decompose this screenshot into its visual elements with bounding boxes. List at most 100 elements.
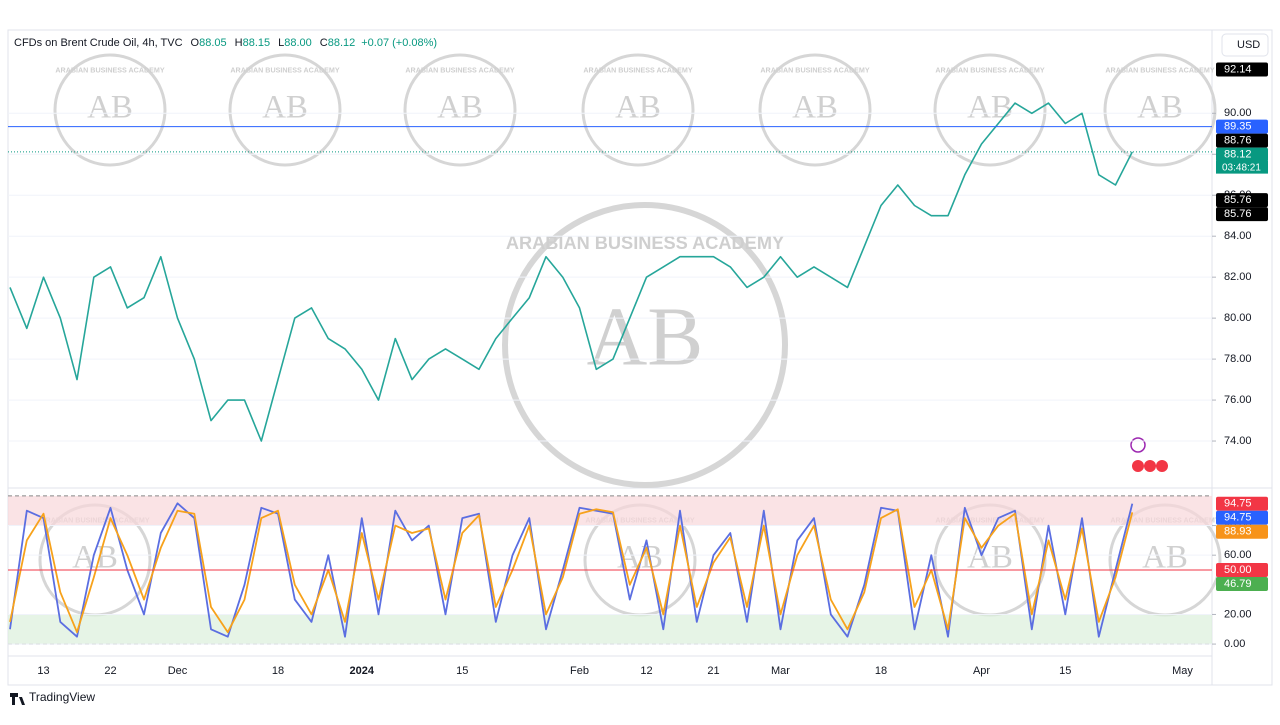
price-label-bg [1216, 133, 1268, 148]
price-label-bg [1216, 193, 1268, 208]
series-line [9, 502, 1134, 638]
price-label: 85.76 [1224, 194, 1252, 206]
price-label: 89.35 [1224, 121, 1252, 133]
flag-icon[interactable] [1144, 460, 1156, 472]
watermark-name: ARABIAN BUSINESS ACADEMY [1105, 66, 1214, 74]
watermark-name: ARABIAN BUSINESS ACADEMY [230, 66, 339, 74]
price-label: 92.14 [1224, 63, 1252, 75]
x-tick-label: 15 [1059, 665, 1071, 677]
watermark-ring [758, 53, 872, 167]
price-label: 46.79 [1224, 578, 1252, 590]
watermark-name: ARABIAN BUSINESS ACADEMY [583, 66, 692, 74]
price-label: 88.76 [1224, 135, 1252, 147]
header-item: 88.00 [284, 37, 312, 49]
watermark-initials: AB [1137, 90, 1183, 126]
x-tick-label: 13 [37, 665, 49, 677]
price-label-bg [1216, 207, 1268, 222]
x-tick-label: 15 [456, 665, 468, 677]
title: CFDs on Brent Crude Oil, 4h, TVC O88.05 H8… [14, 37, 437, 49]
x-tick-label: Dec [168, 665, 188, 677]
watermark-ring [581, 53, 695, 167]
price-label: 88.12 [1224, 149, 1252, 161]
x-tick-label: 18 [875, 665, 887, 677]
watermark-initials: AB [262, 90, 308, 126]
countdown: 03:48:21 [1222, 162, 1261, 173]
watermark-name: ARABIAN BUSINESS ACADEMY [506, 233, 784, 253]
flag-icon[interactable] [1132, 460, 1144, 472]
price-label-bg [1216, 510, 1268, 525]
x-tick-label: 18 [272, 665, 284, 677]
x-tick-label: 2024 [350, 665, 375, 677]
y-tick-label: 20.00 [1224, 608, 1252, 620]
y-tick-label: 60.00 [1224, 549, 1252, 561]
watermark-ring [502, 202, 788, 488]
y-tick-label: 90.00 [1224, 107, 1252, 119]
x-tick-label: 12 [640, 665, 652, 677]
watermarks: AB ARABIAN BUSINESS ACADEMY AB ARABIAN BUSI… [38, 53, 1222, 617]
x-tick-label: Feb [570, 665, 589, 677]
price-label: 94.75 [1224, 512, 1252, 524]
header-item: 88.15 [243, 37, 271, 49]
price-label-bg [1216, 496, 1268, 511]
watermark-initials: AB [615, 90, 661, 126]
header-item: H [235, 37, 243, 49]
price-label-bg [1216, 62, 1268, 77]
watermark-name: ARABIAN BUSINESS ACADEMY [760, 66, 869, 74]
watermark-ring [1103, 53, 1217, 167]
x-tick-label: 21 [707, 665, 719, 677]
watermark-initials: AB [967, 90, 1013, 126]
watermark-ring [933, 53, 1047, 167]
currency-button[interactable] [1221, 33, 1269, 57]
watermark-initials: AB [437, 90, 483, 126]
series-line [9, 508, 1134, 634]
header-item: +0.07 (+0.08%) [361, 37, 437, 49]
y-tick-label: 76.00 [1224, 394, 1252, 406]
watermark-ring [403, 53, 517, 167]
y-tick-label: 74.00 [1224, 435, 1252, 447]
event-icon[interactable] [1130, 437, 1146, 453]
price-label-bg [1216, 147, 1268, 162]
price-label-bg [1216, 563, 1268, 577]
price-label-bg [1216, 119, 1268, 134]
watermark-initials: AB [587, 290, 704, 383]
watermark-ring [228, 53, 342, 167]
currency[interactable]: USD [1237, 39, 1260, 51]
watermark-name: ARABIAN BUSINESS ACADEMY [55, 66, 164, 74]
brand: TradingView [29, 690, 95, 704]
x-tick-label: Apr [973, 665, 990, 677]
flag-icon[interactable] [1156, 460, 1168, 472]
x-tick-label: 22 [104, 665, 116, 677]
countdown-bg [1216, 160, 1268, 174]
header-item: O [191, 37, 200, 49]
header-item: C [320, 37, 328, 49]
header-item: 88.05 [199, 37, 227, 49]
brand-logo [10, 693, 25, 705]
y-tick-label: 0.00 [1224, 638, 1245, 650]
price-label: 94.75 [1224, 498, 1252, 510]
series-line [9, 102, 1134, 442]
y-tick-label: 82.00 [1224, 271, 1252, 283]
x-tick-label: May [1172, 665, 1193, 677]
price-label: 88.93 [1224, 526, 1252, 538]
watermark-initials: AB [792, 90, 838, 126]
header: CFDs on Brent Crude Oil, 4h, TVC O88.05 H8… [14, 37, 437, 49]
price-label-bg [1216, 524, 1268, 539]
watermark-name: ARABIAN BUSINESS ACADEMY [405, 66, 514, 74]
frame [7, 29, 1273, 686]
watermark-name: ARABIAN BUSINESS ACADEMY [935, 66, 1044, 74]
watermark-ring [53, 53, 167, 167]
price-label: 50.00 [1224, 564, 1252, 576]
header-item: L [278, 37, 284, 49]
zone-band [8, 495, 1212, 526]
y-tick-label: 80.00 [1224, 312, 1252, 324]
header-item: CFDs on Brent Crude Oil, 4h, TVC [14, 37, 183, 49]
x-tick-label: Mar [771, 665, 790, 677]
price-label-bg [1216, 577, 1268, 591]
y-tick-label: 84.00 [1224, 230, 1252, 242]
y-tick-label: 78.00 [1224, 353, 1252, 365]
header-item: 88.12 [328, 37, 356, 49]
price-label: 85.76 [1224, 208, 1252, 220]
watermark-initials: AB [87, 90, 133, 126]
